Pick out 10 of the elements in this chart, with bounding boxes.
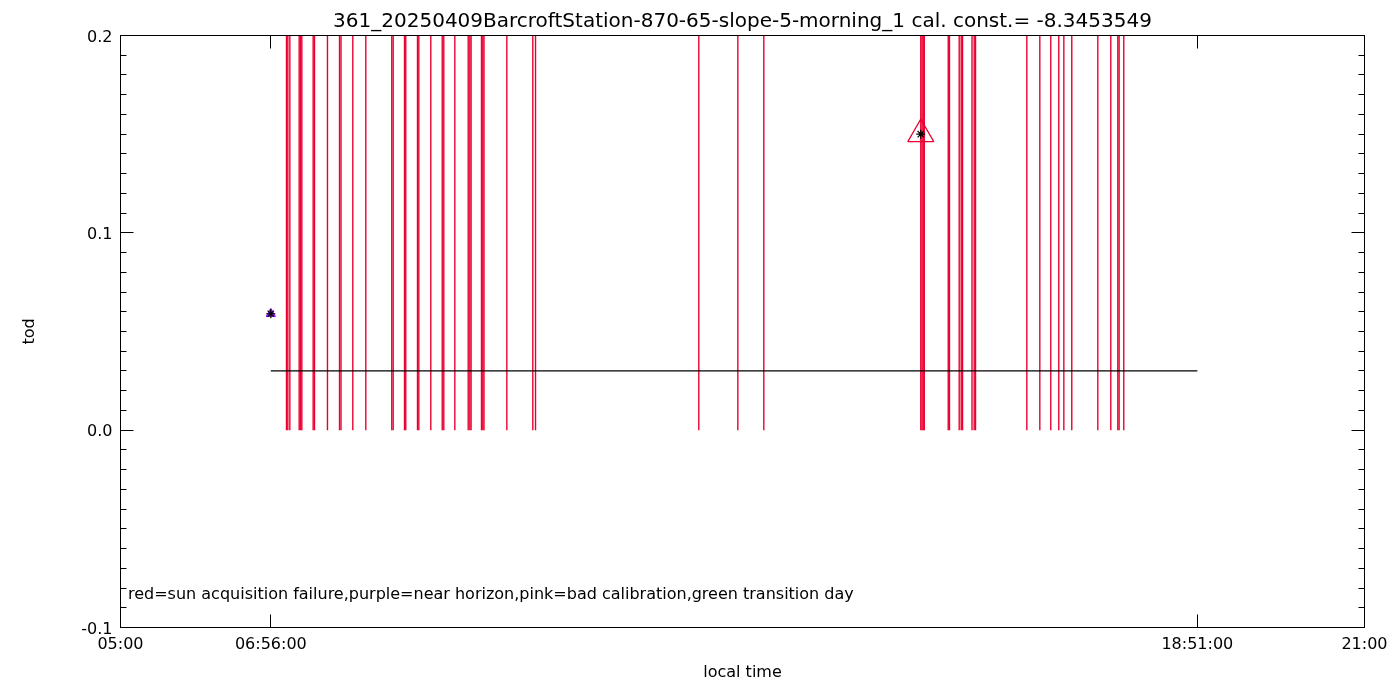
annotation: red=sun acquisition failure,purple=near horizon,pink=bad calibration,green transition day [127, 584, 854, 604]
y-tick-label: 0.0 [87, 421, 113, 441]
x-tick-label: 18:51:00 [1161, 633, 1234, 653]
x-tick-label: 06:56:00 [234, 633, 307, 653]
y-tick-label: 0.2 [87, 26, 113, 46]
x-tick-label: 21:00 [1341, 633, 1388, 653]
x-axis-title: local time [703, 661, 782, 681]
y-axis-title: tod [19, 318, 39, 345]
chart-title: 361_20250409BarcroftStation-870-65-slope-5-morning_1 cal. const.= -8.3453549 [333, 7, 1152, 32]
y-tick-label: 0.1 [87, 223, 113, 243]
